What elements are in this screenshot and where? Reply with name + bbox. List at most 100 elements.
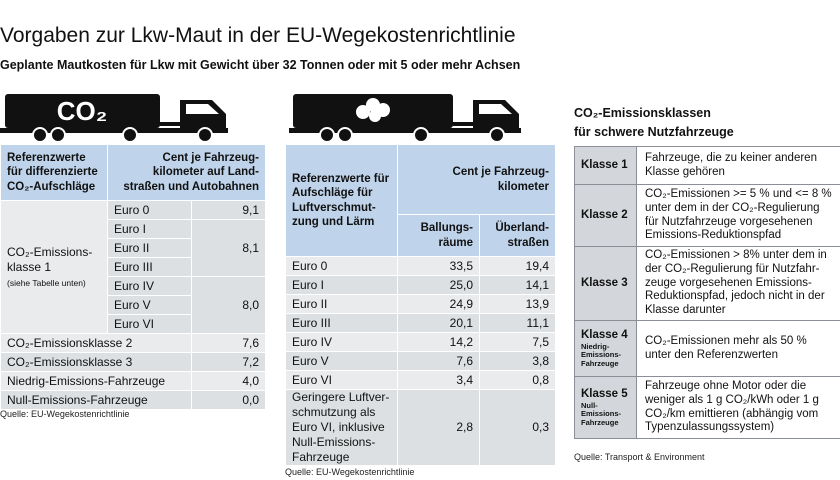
table1-row-label: Null-Emissions-Fahrzeuge — [0, 390, 192, 410]
truck-cargo-label: CO₂ — [57, 96, 108, 126]
class-name: Klasse 5 — [581, 388, 628, 401]
table1-euro-1: Euro I — [107, 219, 192, 239]
table2-row-label: Euro I — [285, 275, 398, 295]
class-label: Klasse 5 Null-Emissions-Fahrzeuge — [574, 376, 637, 439]
table1-group-label: CO₂-Emissions-klasse 1 — [7, 244, 93, 274]
table2-row-value-a: 33,5 — [397, 256, 480, 276]
table2-row-value-a: 25,0 — [397, 275, 480, 295]
table1-header-left: Referenzwerte für differenzierte CO₂-Auf… — [0, 144, 108, 201]
table2-col-ueberlandstrassen: Überland-straßen — [479, 214, 556, 257]
table-row: Niedrig-Emissions-Fahrzeuge 4,0 — [0, 371, 266, 391]
table2-header-left: Referenzwerte für Aufschläge für Luftver… — [285, 144, 398, 257]
class-description: Fahrzeuge ohne Motor oder die weniger al… — [636, 376, 840, 439]
class-description: Fahrzeuge, die zu keiner anderen Klasse … — [636, 146, 840, 185]
table-row: CO₂-Emissionsklasse 3 7,2 — [0, 352, 266, 372]
table-row: Geringere Luftver-schmutzung als Euro VI… — [285, 389, 556, 466]
table-row: CO₂-Emissionsklasse 2 7,6 — [0, 333, 266, 353]
table1-value-euro-1-3: 8,1 — [191, 219, 266, 277]
class-label: Klasse 4 Niedrig-Emissions-Fahrzeuge — [574, 320, 637, 377]
table1-header-right: Cent je Fahrzeug-kilometer auf Land-stra… — [107, 144, 266, 201]
class-label: Klasse 3 — [574, 246, 637, 321]
table3-title: CO₂-Emissionsklassen für schwere Nutzfah… — [574, 104, 734, 142]
table1-euro-0: Euro 0 — [107, 200, 192, 220]
table1-value-euro-4-6: 8,0 — [191, 276, 266, 334]
table2-row-label: Euro IV — [285, 332, 398, 352]
table2-col-ballungsraeume: Ballungs-räume — [397, 214, 480, 257]
truck-exhaust-icon — [289, 94, 521, 143]
table2-row-value-b: 11,1 — [479, 313, 556, 333]
table2-row-value-a: 20,1 — [397, 313, 480, 333]
page-subtitle: Geplante Mautkosten für Lkw mit Gewicht … — [0, 58, 521, 72]
table-row: Klasse 5 Null-Emissions-Fahrzeuge Fahrze… — [574, 376, 840, 439]
table1-row-value: 7,6 — [191, 333, 266, 353]
class-name: Klasse 3 — [581, 277, 628, 290]
table2-row-value-a: 2,8 — [397, 389, 480, 466]
table2-row-value-a: 7,6 — [397, 351, 480, 371]
table-row: Klasse 1 Fahrzeuge, die zu keiner andere… — [574, 146, 840, 185]
table1-value-euro-0: 9,1 — [191, 200, 266, 220]
table2-row-value-b: 19,4 — [479, 256, 556, 276]
table2-row-value-b: 0,8 — [479, 370, 556, 390]
table2-row-label: Euro II — [285, 294, 398, 314]
table1-euro-6: Euro VI — [107, 314, 192, 334]
table1-group-note: (siehe Tabelle unten) — [7, 277, 86, 288]
table2-row-value-b: 7,5 — [479, 332, 556, 352]
table1-row-label: Niedrig-Emissions-Fahrzeuge — [0, 371, 192, 391]
table-row: Klasse 4 Niedrig-Emissions-Fahrzeuge CO₂… — [574, 320, 840, 377]
table-row: Euro V 7,6 3,8 — [285, 351, 556, 371]
table1-row-value: 0,0 — [191, 390, 266, 410]
table2-row-value-a: 24,9 — [397, 294, 480, 314]
class-name: Klasse 2 — [581, 209, 628, 222]
class-name: Klasse 1 — [581, 159, 628, 172]
table2-row-label: Euro V — [285, 351, 398, 371]
table1-euro-3: Euro III — [107, 257, 192, 277]
table2-row-label: Euro 0 — [285, 256, 398, 276]
table2-row-value-b: 13,9 — [479, 294, 556, 314]
truck-co2-icon: CO₂ — [0, 94, 228, 143]
table-row: Euro III 20,1 11,1 — [285, 313, 556, 333]
table1-row-label: CO₂-Emissionsklasse 2 — [0, 333, 192, 353]
table2-source: Quelle: EU-Wegekostenrichtlinie — [285, 467, 415, 477]
co2-emission-classes-table: Klasse 1 Fahrzeuge, die zu keiner andere… — [574, 146, 840, 439]
table-row: Euro I 25,0 14,1 — [285, 275, 556, 295]
air-pollution-noise-table: Referenzwerte für Aufschläge für Luftver… — [285, 144, 556, 466]
table1-group-cell: CO₂-Emissions-klasse 1 (siehe Tabelle un… — [0, 200, 108, 334]
table3-title-line2: für schwere Nutzfahrzeuge — [574, 124, 734, 139]
class-label: Klasse 1 — [574, 146, 637, 185]
class-description: CO₂-Emissionen mehr als 50 % unter den R… — [636, 320, 840, 377]
table2-row-value-a: 3,4 — [397, 370, 480, 390]
table1-euro-5: Euro V — [107, 295, 192, 315]
table1-row-label: CO₂-Emissionsklasse 3 — [0, 352, 192, 372]
table2-row-value-b: 0,3 — [479, 389, 556, 466]
table2-row-label: Geringere Luftver-schmutzung als Euro VI… — [285, 389, 398, 466]
table2-row-value-a: 14,2 — [397, 332, 480, 352]
class-subtitle: Null-Emissions-Fahrzeuge — [581, 400, 622, 427]
table-row: Euro 0 33,5 19,4 — [285, 256, 556, 276]
table-row: Euro II 24,9 13,9 — [285, 294, 556, 314]
table1-source: Quelle: EU-Wegekostenrichtlinie — [0, 409, 130, 419]
table2-row-label: Euro VI — [285, 370, 398, 390]
table1-row-value: 7,2 — [191, 352, 266, 372]
class-name: Klasse 4 — [581, 329, 628, 342]
table2-row-value-b: 14,1 — [479, 275, 556, 295]
class-description: CO₂-Emissionen > 8% unter dem in der CO₂… — [636, 246, 840, 321]
table2-row-label: Euro III — [285, 313, 398, 333]
page-title: Vorgaben zur Lkw-Maut in der EU-Wegekost… — [0, 24, 516, 47]
table2-row-value-b: 3,8 — [479, 351, 556, 371]
exhaust-cloud-icon — [356, 98, 390, 122]
table1-row-value: 4,0 — [191, 371, 266, 391]
table-row: Euro IV 14,2 7,5 — [285, 332, 556, 352]
table-row: Null-Emissions-Fahrzeuge 0,0 — [0, 390, 266, 410]
table-row: Klasse 3 CO₂-Emissionen > 8% unter dem i… — [574, 246, 840, 321]
table1-euro-2: Euro II — [107, 238, 192, 258]
class-subtitle: Niedrig-Emissions-Fahrzeuge — [581, 341, 622, 368]
table3-title-line1: CO₂-Emissionsklassen — [574, 106, 711, 120]
class-description: CO₂-Emissionen >= 5 % und <= 8 % unter d… — [636, 184, 840, 247]
class-label: Klasse 2 — [574, 184, 637, 247]
table3-source: Quelle: Transport & Environment — [574, 452, 705, 462]
table2-header-right: Cent je Fahrzeug-kilometer — [397, 144, 556, 215]
table-row: Euro VI 3,4 0,8 — [285, 370, 556, 390]
co2-surcharge-table: Referenzwerte für differenzierte CO₂-Auf… — [0, 144, 266, 410]
table-row: Klasse 2 CO₂-Emissionen >= 5 % und <= 8 … — [574, 184, 840, 247]
table1-euro-4: Euro IV — [107, 276, 192, 296]
